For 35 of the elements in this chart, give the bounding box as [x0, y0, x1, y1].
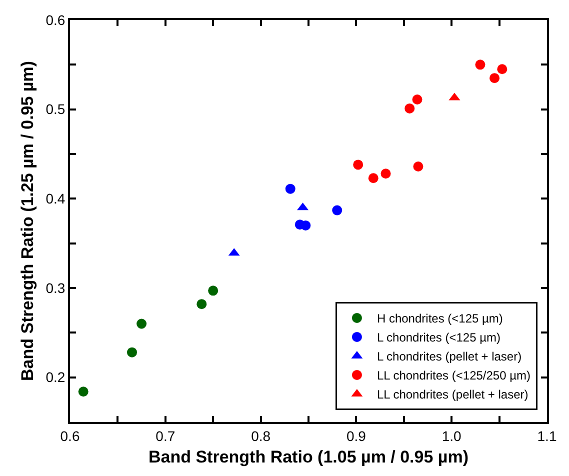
point [300, 220, 311, 230]
point [412, 94, 422, 105]
x-tick-label: 0.6 [60, 428, 80, 444]
point [368, 173, 378, 184]
point [127, 347, 138, 358]
legend-label: LL chondrites (<125/250 µm) [376, 368, 531, 383]
point [332, 205, 342, 216]
point [353, 160, 364, 170]
x-tick-label: 0.8 [251, 428, 271, 444]
y-tick-label: 0.4 [46, 190, 66, 207]
y-tick-label: 0.3 [46, 280, 66, 296]
point [78, 386, 88, 397]
point [490, 73, 500, 84]
point [497, 64, 508, 74]
y-tick-label: 0.2 [46, 369, 66, 386]
x-axis-title: Band Strength Ratio (1.05 µm / 0.95 µm) [148, 448, 468, 467]
y-axis-title: Band Strength Ratio (1.25 µm / 0.95 µm) [18, 61, 37, 381]
legend-label: LL chondrites (pellet + laser) [376, 388, 528, 402]
legend-label: L chondrites (<125 µm) [376, 330, 500, 345]
y-tick-label: 0.5 [46, 101, 66, 118]
x-tick-label: 0.7 [156, 428, 176, 444]
x-tick-label: 0.9 [346, 428, 366, 444]
point [475, 60, 486, 70]
x-tick-label: 1.1 [537, 428, 557, 444]
legend-label: H chondrites (<125 µm) [376, 312, 503, 326]
point [413, 162, 424, 172]
y-tick-label: 0.6 [46, 12, 66, 28]
point [136, 318, 147, 329]
point [404, 103, 415, 114]
point [196, 299, 207, 310]
point [380, 168, 391, 179]
point [208, 286, 218, 296]
x-tick-label: 1.0 [442, 428, 462, 444]
legend-label: L chondrites (pellet + laser) [376, 350, 522, 364]
point [285, 184, 296, 194]
